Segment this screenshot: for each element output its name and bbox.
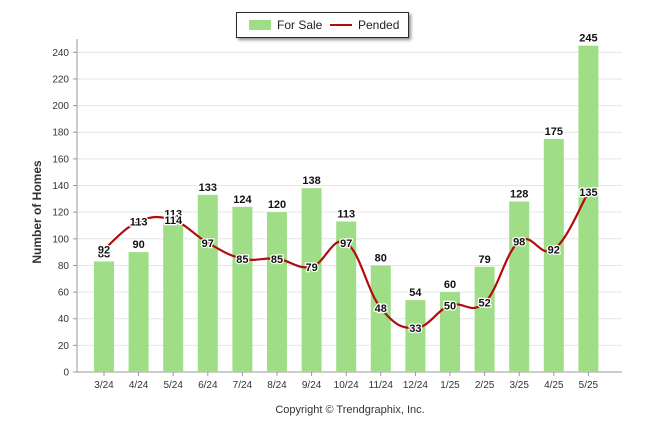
line-series-pended bbox=[103, 191, 590, 330]
line-value-label: 135 bbox=[579, 187, 597, 199]
y-tick-label: 220 bbox=[52, 74, 69, 85]
pended-line bbox=[103, 191, 590, 330]
line-value-label: 92 bbox=[98, 244, 110, 256]
line-value-label: 85 bbox=[271, 254, 283, 266]
bar-5-25 bbox=[578, 45, 599, 372]
y-tick-label: 160 bbox=[52, 154, 69, 165]
legend-swatch-pended bbox=[330, 24, 352, 26]
x-tick-label: 2/25 bbox=[475, 380, 495, 391]
bar-value-label: 113 bbox=[164, 208, 182, 220]
y-tick-label: 100 bbox=[52, 234, 69, 245]
bar-4-24 bbox=[128, 252, 149, 372]
x-tick-label: 1/25 bbox=[440, 380, 460, 391]
bar-value-label: 120 bbox=[268, 199, 286, 211]
bar-8-24 bbox=[267, 212, 287, 372]
y-axis-title: Number of Homes bbox=[30, 160, 44, 264]
bar-value-label: 124 bbox=[233, 194, 252, 206]
y-tick-label: 40 bbox=[58, 314, 70, 325]
bar-value-label: 54 bbox=[409, 287, 422, 299]
bar-4-25 bbox=[543, 138, 564, 372]
bar-value-label: 60 bbox=[444, 279, 456, 291]
line-value-label: 85 bbox=[236, 254, 248, 266]
bar-3-24 bbox=[94, 261, 114, 372]
y-tick-label: 120 bbox=[52, 208, 69, 219]
legend-item-for-sale: For Sale bbox=[249, 18, 322, 32]
y-tick-label: 80 bbox=[58, 261, 70, 272]
line-value-label: 92 bbox=[548, 244, 560, 256]
bar-value-label: 80 bbox=[375, 252, 387, 264]
legend-item-pended: Pended bbox=[330, 18, 399, 32]
y-tick-label: 140 bbox=[52, 181, 69, 192]
bar-10-24 bbox=[336, 221, 357, 372]
y-tick-label: 240 bbox=[52, 48, 69, 59]
line-value-label: 52 bbox=[478, 298, 490, 310]
x-tick-label: 4/24 bbox=[129, 380, 149, 391]
axes: 0 20 40 60 80 100 120 140 160 180 200 220 240 3/24 4/2… bbox=[52, 39, 622, 391]
x-tick-label: 3/24 bbox=[94, 380, 114, 391]
legend-label-for-sale: For Sale bbox=[277, 18, 323, 32]
line-value-label: 50 bbox=[444, 300, 456, 312]
y-tick-label: 200 bbox=[52, 101, 69, 112]
bar-1-25 bbox=[440, 292, 460, 372]
x-tick-label: 11/24 bbox=[369, 380, 394, 391]
line-value-label: 114 bbox=[164, 215, 183, 227]
bar-2-25 bbox=[474, 266, 495, 372]
bar-value-label: 83 bbox=[98, 248, 110, 260]
line-value-label: 113 bbox=[130, 216, 148, 228]
bar-value-label: 175 bbox=[545, 126, 563, 138]
bar-value-label: 113 bbox=[337, 208, 355, 220]
x-tick-label: 8/24 bbox=[267, 380, 287, 391]
y-tick-label: 180 bbox=[52, 128, 69, 139]
chart-legend: For Sale Pended bbox=[236, 12, 409, 38]
bar-series-for-sale bbox=[94, 45, 599, 372]
bar-value-label: 245 bbox=[579, 33, 597, 45]
x-tick-label: 5/25 bbox=[579, 380, 599, 391]
data-labels: 83 90 113 133 124 120 138 113 80 54 60 79 128 175 245 9… bbox=[97, 31, 599, 336]
bar-value-label: 138 bbox=[302, 175, 320, 187]
line-value-label: 79 bbox=[305, 262, 317, 274]
bar-value-label: 133 bbox=[199, 182, 217, 194]
bar-11-24 bbox=[370, 265, 391, 372]
line-value-label: 98 bbox=[513, 236, 525, 248]
y-tick-label: 60 bbox=[58, 288, 70, 299]
x-tick-label: 3/25 bbox=[509, 380, 529, 391]
x-tick-label: 12/24 bbox=[403, 380, 428, 391]
line-value-label: 33 bbox=[409, 323, 421, 335]
bar-7-24 bbox=[232, 206, 253, 372]
x-tick-label: 10/24 bbox=[334, 380, 359, 391]
bar-3-25 bbox=[509, 201, 530, 372]
line-value-label: 48 bbox=[375, 303, 387, 315]
x-tick-label: 9/24 bbox=[302, 380, 322, 391]
bar-value-label: 90 bbox=[132, 239, 144, 251]
legend-label-pended: Pended bbox=[358, 18, 400, 32]
copyright-footer: Copyright © Trendgraphix, Inc. bbox=[275, 404, 424, 416]
line-value-label: 97 bbox=[340, 238, 352, 250]
bar-12-24 bbox=[405, 300, 426, 372]
x-tick-label: 7/24 bbox=[233, 380, 253, 391]
bar-9-24 bbox=[301, 188, 322, 372]
x-tick-label: 4/25 bbox=[544, 380, 564, 391]
bar-6-24 bbox=[197, 194, 218, 372]
bar-value-label: 79 bbox=[478, 254, 490, 266]
y-tick-label: 0 bbox=[63, 368, 69, 379]
bar-5-24 bbox=[163, 221, 184, 372]
line-value-label: 97 bbox=[202, 238, 214, 250]
x-tick-label: 6/24 bbox=[198, 380, 218, 391]
x-tick-label: 5/24 bbox=[163, 380, 183, 391]
y-tick-label: 20 bbox=[58, 341, 70, 352]
bar-value-label: 128 bbox=[510, 189, 528, 201]
legend-swatch-for-sale bbox=[249, 20, 271, 30]
